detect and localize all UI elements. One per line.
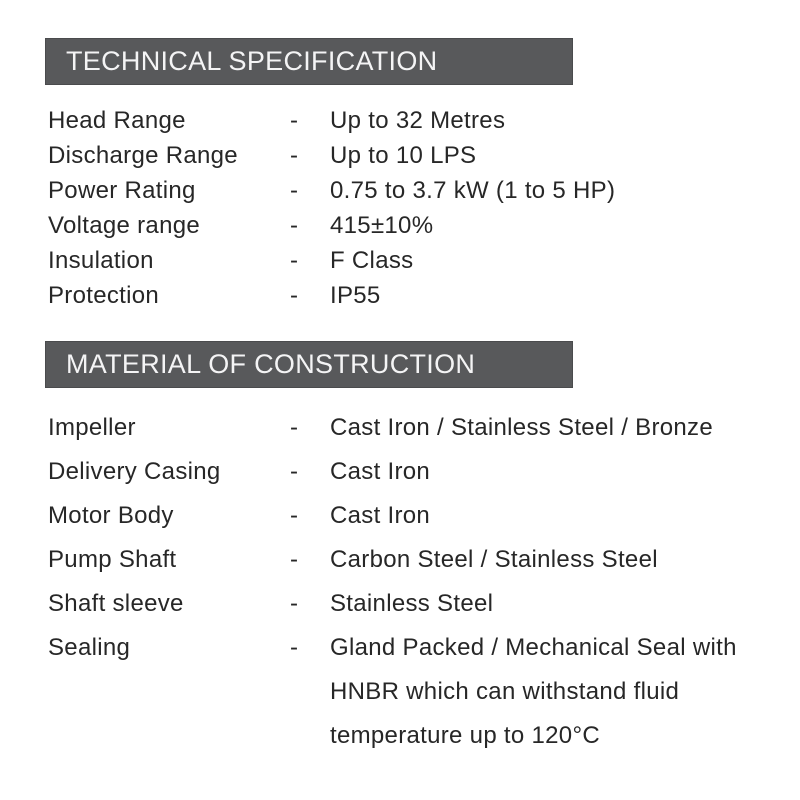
spec-row-pump-shaft: Pump Shaft - Carbon Steel / Stainless St… <box>48 538 760 582</box>
spec-value: Gland Packed / Mechanical Seal with HNBR… <box>330 634 737 749</box>
spec-row-sealing: Sealing - Gland Packed / Mechanical Seal… <box>48 626 760 758</box>
spec-separator: - <box>290 212 299 239</box>
spec-label: Impeller <box>48 414 136 441</box>
spec-label: Pump Shaft <box>48 546 177 573</box>
spec-separator: - <box>290 634 299 661</box>
spec-label: Power Rating <box>48 177 196 204</box>
spec-row-insulation: Insulation - F Class <box>48 243 760 278</box>
spec-separator: - <box>290 546 299 573</box>
spec-separator: - <box>290 590 299 617</box>
spec-value: Cast Iron <box>330 458 431 485</box>
spec-separator: - <box>290 142 299 169</box>
spec-label: Insulation <box>48 247 154 274</box>
spec-value: 0.75 to 3.7 kW (1 to 5 HP) <box>330 177 616 204</box>
spec-label: Delivery Casing <box>48 458 221 485</box>
spec-row-head-range: Head Range - Up to 32 Metres <box>48 103 760 138</box>
spec-separator: - <box>290 282 299 309</box>
spec-label: Sealing <box>48 634 131 661</box>
technical-specification-table: Head Range - Up to 32 Metres Discharge R… <box>48 103 760 313</box>
material-of-construction-table: Impeller - Cast Iron / Stainless Steel /… <box>48 406 760 758</box>
spec-value: Carbon Steel / Stainless Steel <box>330 546 658 573</box>
spec-value: IP55 <box>330 282 381 309</box>
spec-row-power-rating: Power Rating - 0.75 to 3.7 kW (1 to 5 HP… <box>48 173 760 208</box>
spec-label: Discharge Range <box>48 142 238 169</box>
spec-row-shaft-sleeve: Shaft sleeve - Stainless Steel <box>48 582 760 626</box>
spec-value: Cast Iron / Stainless Steel / Bronze <box>330 414 713 441</box>
spec-separator: - <box>290 414 299 441</box>
technical-specification-header: TECHNICAL SPECIFICATION <box>45 38 573 85</box>
spec-value: F Class <box>330 247 414 274</box>
spec-value: Stainless Steel <box>330 590 494 617</box>
spec-label: Voltage range <box>48 212 201 239</box>
spec-value: Up to 10 LPS <box>330 142 477 169</box>
spec-row-protection: Protection - IP55 <box>48 278 760 313</box>
spec-row-voltage-range: Voltage range - 415±10% <box>48 208 760 243</box>
spec-label: Head Range <box>48 107 186 134</box>
spec-row-impeller: Impeller - Cast Iron / Stainless Steel /… <box>48 406 760 450</box>
spec-separator: - <box>290 502 299 529</box>
spec-separator: - <box>290 177 299 204</box>
spec-label: Protection <box>48 282 160 309</box>
section-title: TECHNICAL SPECIFICATION <box>66 46 438 76</box>
spec-label: Shaft sleeve <box>48 590 184 617</box>
spec-separator: - <box>290 107 299 134</box>
spec-row-discharge-range: Discharge Range - Up to 10 LPS <box>48 138 760 173</box>
spec-label: Motor Body <box>48 502 174 529</box>
spec-row-delivery-casing: Delivery Casing - Cast Iron <box>48 450 760 494</box>
spec-value: 415±10% <box>330 212 434 239</box>
material-of-construction-header: MATERIAL OF CONSTRUCTION <box>45 341 573 388</box>
spec-row-motor-body: Motor Body - Cast Iron <box>48 494 760 538</box>
spec-value: Up to 32 Metres <box>330 107 506 134</box>
section-title: MATERIAL OF CONSTRUCTION <box>66 349 476 379</box>
spec-value: Cast Iron <box>330 502 431 529</box>
spec-separator: - <box>290 458 299 485</box>
spec-separator: - <box>290 247 299 274</box>
